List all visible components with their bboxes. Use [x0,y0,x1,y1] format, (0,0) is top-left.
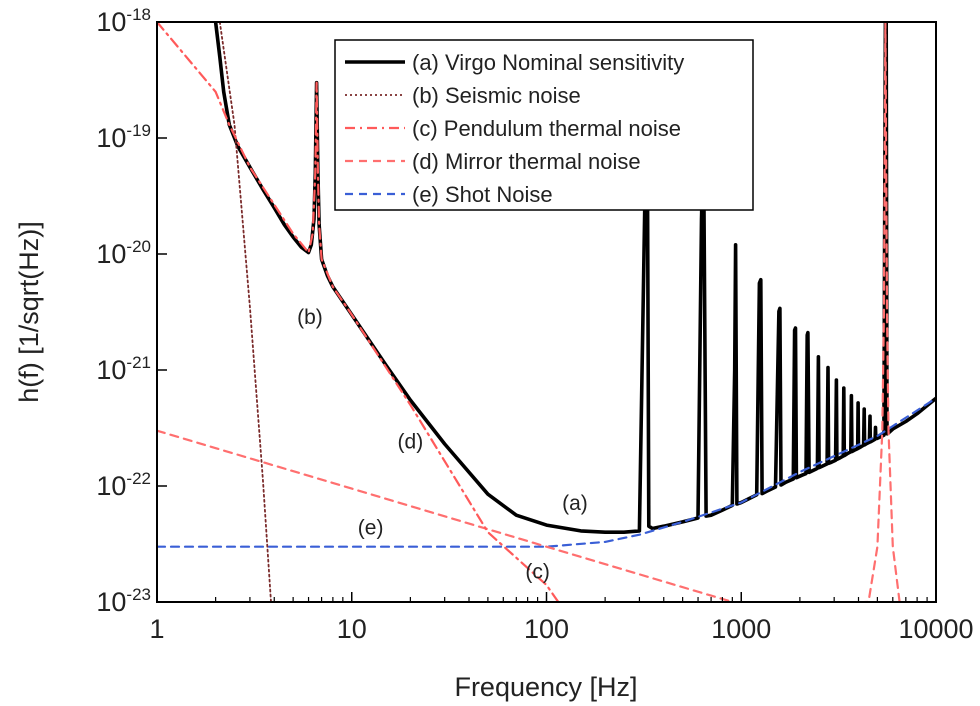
annotation-label: (a) [562,492,588,515]
y-tick-label: 10-19 [96,121,151,153]
x-tick-label: 10 [337,614,367,644]
series-line-c [157,22,560,602]
annotation-label: (b) [297,306,323,329]
y-tick-label: 10-22 [96,469,151,501]
x-tick-label: 1 [149,614,164,644]
series-line-e [157,397,936,548]
x-tick-label: 1000 [711,614,771,644]
x-axis-ticks: 1 10 100 1000 10000 [149,592,974,644]
y-tick-label: 10-18 [96,5,151,37]
x-tick-label: 100 [524,614,569,644]
y-axis-title: h(f) [1/sqrt(Hz)] [14,221,44,403]
curve-annotations: (a) (b) (c) (d) (e) [297,306,588,583]
legend-box [334,39,754,211]
annotation-label: (e) [358,517,384,540]
legend-label: (a) Virgo Nominal sensitivity [412,50,684,75]
legend-label: (e) Shot Noise [412,182,553,207]
y-tick-label: 10-20 [96,237,151,269]
series-layer [157,22,936,602]
series-line-d [157,22,901,602]
y-tick-label: 10-23 [96,585,151,617]
y-axis-ticks: 10-18 10-19 10-20 10-21 10-22 10-23 [96,5,167,617]
legend-label: (c) Pendulum thermal noise [412,116,681,141]
y-tick-label: 10-21 [96,353,151,385]
x-axis-title: Frequency [Hz] [454,672,637,702]
legend-label: (d) Mirror thermal noise [412,149,641,174]
series-line-b [218,22,272,602]
annotation-label: (c) [525,560,550,583]
x-tick-label: 10000 [898,614,973,644]
legend: (a) Virgo Nominal sensitivity (b) Seismic… [334,39,754,211]
legend-label: (b) Seismic noise [412,83,581,108]
annotation-label: (d) [398,431,424,454]
